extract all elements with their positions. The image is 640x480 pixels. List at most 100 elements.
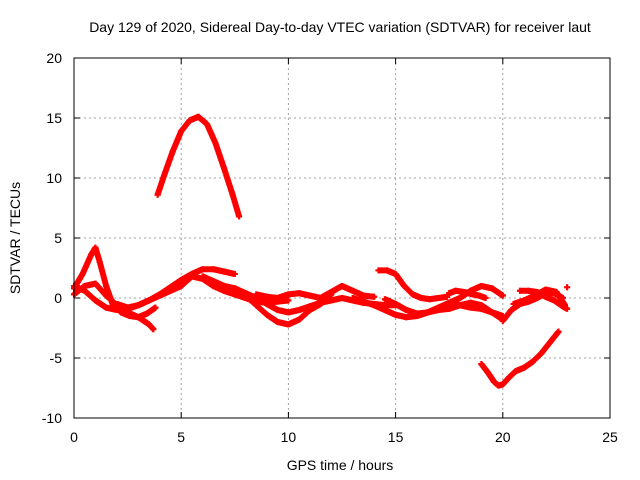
x-tick-label: 5 <box>177 429 185 445</box>
data-point <box>263 311 270 318</box>
data-point <box>339 283 345 289</box>
data-points <box>71 113 571 389</box>
data-point <box>506 374 513 381</box>
data-point <box>564 305 571 312</box>
series-track-5 <box>154 113 243 220</box>
y-tick-label: -10 <box>42 410 62 426</box>
data-point <box>384 267 391 274</box>
data-point <box>469 291 476 298</box>
data-point <box>274 319 281 325</box>
data-point <box>435 304 442 311</box>
data-point <box>88 251 95 258</box>
data-point <box>274 307 281 313</box>
data-point <box>81 287 88 294</box>
series-track-7 <box>231 285 335 328</box>
data-point <box>229 191 236 198</box>
data-point <box>435 295 442 301</box>
marker-trail <box>478 328 562 389</box>
data-point <box>143 310 150 317</box>
data-point <box>542 293 549 300</box>
chart-title: Day 129 of 2020, Sidereal Day-to-day VTE… <box>89 19 591 35</box>
data-point <box>231 291 238 298</box>
data-point <box>253 291 260 298</box>
data-point <box>499 292 506 299</box>
data-point <box>317 301 324 307</box>
data-point <box>555 328 562 335</box>
data-point <box>360 292 367 299</box>
data-point <box>152 304 159 311</box>
data-point <box>553 289 560 295</box>
data-point <box>146 321 153 328</box>
data-point <box>489 285 496 292</box>
data-point <box>484 369 491 376</box>
data-point <box>467 304 474 311</box>
data-point <box>561 302 568 309</box>
data-point <box>495 382 502 389</box>
data-point <box>403 314 410 321</box>
series-track-17 <box>510 286 568 309</box>
data-point <box>103 283 110 289</box>
data-point <box>199 273 206 280</box>
data-point <box>478 305 485 312</box>
data-point <box>231 271 238 277</box>
data-point <box>135 302 142 309</box>
data-point <box>516 287 523 294</box>
y-tick-label: 20 <box>46 50 62 66</box>
data-point <box>188 273 195 280</box>
data-point <box>154 191 161 198</box>
x-tick-label: 0 <box>70 429 78 445</box>
data-point <box>296 307 303 313</box>
data-point <box>478 361 485 367</box>
data-point <box>328 289 335 295</box>
data-point <box>491 379 498 385</box>
x-tick-label: 10 <box>281 429 297 445</box>
data-point <box>169 148 176 155</box>
data-point <box>203 121 210 127</box>
data-point <box>92 297 99 304</box>
y-tick-label: -5 <box>50 350 63 366</box>
y-tick-label: 5 <box>54 230 62 246</box>
y-tick-label: 0 <box>54 290 62 306</box>
data-point <box>542 286 549 293</box>
data-point <box>510 301 517 307</box>
data-point <box>476 292 483 299</box>
data-point <box>274 295 281 301</box>
data-point <box>263 301 270 307</box>
data-point <box>296 290 303 297</box>
data-point <box>231 285 238 292</box>
data-point <box>161 172 168 179</box>
data-point <box>186 117 193 124</box>
data-point <box>529 358 536 365</box>
data-point <box>167 287 174 294</box>
data-point <box>551 297 558 304</box>
series-track-16 <box>516 287 571 312</box>
data-point <box>381 307 388 313</box>
data-point <box>360 298 367 305</box>
data-point <box>446 290 453 297</box>
data-point <box>285 321 292 328</box>
data-point <box>178 277 185 283</box>
series-track-18 <box>564 284 571 291</box>
data-point <box>456 302 463 309</box>
x-tick-label: 25 <box>602 429 618 445</box>
data-point <box>199 266 206 273</box>
data-point <box>221 165 228 172</box>
series-track-13 <box>446 287 489 301</box>
data-point <box>424 309 431 316</box>
data-point <box>418 295 425 301</box>
data-point <box>242 292 249 299</box>
data-point <box>478 283 485 289</box>
data-point <box>426 296 433 303</box>
marker-trail <box>154 113 243 220</box>
data-point <box>135 314 142 321</box>
data-point <box>414 310 421 317</box>
data-point <box>409 291 416 298</box>
data-point <box>103 292 110 299</box>
data-point <box>178 283 185 289</box>
data-point <box>349 295 356 301</box>
data-point <box>525 287 532 294</box>
x-tick-label: 20 <box>495 429 511 445</box>
data-point <box>178 128 185 135</box>
data-point <box>285 297 292 304</box>
